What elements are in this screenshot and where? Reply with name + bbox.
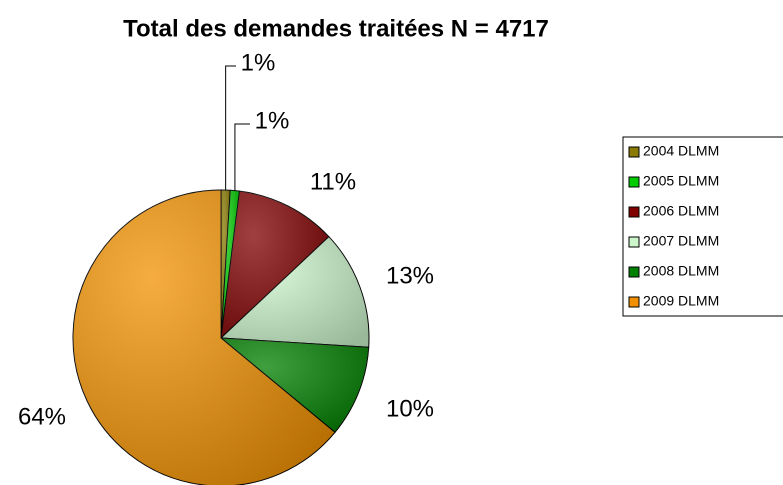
data-label: 11% xyxy=(310,168,356,195)
legend-box xyxy=(622,136,783,317)
legend-swatch xyxy=(628,146,640,158)
leader-line xyxy=(225,65,236,191)
legend-swatch xyxy=(628,236,640,248)
data-label: 1% xyxy=(255,107,290,134)
leader-line xyxy=(234,123,250,191)
legend-label: 2007 DLMM xyxy=(643,233,719,249)
legend-swatch xyxy=(628,296,640,308)
slice-shade xyxy=(73,190,336,485)
data-label: 10% xyxy=(386,395,434,422)
data-label: 64% xyxy=(18,403,66,430)
data-label: 1% xyxy=(241,49,276,76)
legend-label: 2005 DLMM xyxy=(643,173,719,189)
data-label: 13% xyxy=(386,262,434,289)
legend-label: 2009 DLMM xyxy=(643,293,719,309)
slice-shade xyxy=(221,338,369,433)
legend-label: 2006 DLMM xyxy=(643,203,719,219)
slice-shade xyxy=(221,236,369,348)
slice-shade xyxy=(221,191,329,338)
legend-swatch xyxy=(628,206,640,218)
legend-label: 2004 DLMM xyxy=(643,143,719,159)
legend-swatch xyxy=(628,176,640,188)
legend-swatch xyxy=(628,266,640,278)
legend-label: 2008 DLMM xyxy=(643,263,719,279)
chart-title: Total des demandes traitées N = 4717 xyxy=(123,15,549,42)
